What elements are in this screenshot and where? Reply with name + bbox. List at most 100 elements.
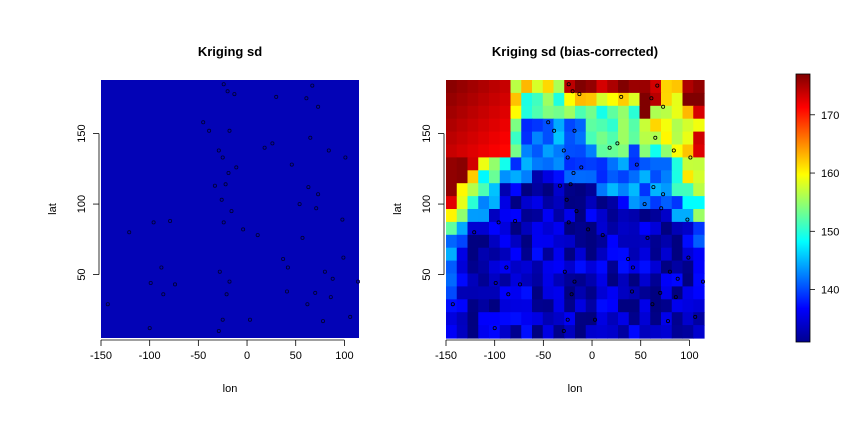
heatmap-cell (553, 312, 565, 326)
heatmap-cell (628, 209, 641, 223)
heatmap-cell (499, 273, 512, 287)
sample-point (304, 96, 309, 101)
sample-point (630, 289, 635, 294)
panel-right: Kriging sd (bias-corrected) -150 -100 -50 0… (392, 44, 706, 395)
sample-point (322, 269, 327, 274)
heatmap-cell (542, 131, 555, 146)
heatmap-cell (671, 312, 684, 326)
heatmap-cell (618, 118, 630, 133)
heatmap-cell (499, 221, 512, 236)
heatmap-cell (671, 209, 684, 223)
panel-right-title: Kriging sd (bias-corrected) (492, 44, 658, 59)
sample-point (297, 202, 302, 207)
heatmap-cell (553, 170, 565, 184)
sample-point (701, 279, 706, 284)
heatmap-cell (585, 299, 598, 313)
heatmap-cell (499, 234, 512, 249)
heatmap-cell (521, 157, 533, 171)
heatmap-cell (446, 92, 458, 107)
heatmap-cell (564, 286, 576, 300)
sample-point (552, 128, 557, 133)
heatmap-cell (596, 286, 608, 300)
heatmap-cell (478, 221, 490, 236)
heatmap-cell (489, 80, 501, 94)
heatmap-cell (575, 105, 587, 120)
heatmap-cell (499, 209, 512, 223)
heatmap-cell (553, 80, 565, 94)
heatmap-cell (553, 247, 565, 262)
sample-point (574, 209, 579, 214)
y-tick-label: 150 (421, 124, 433, 142)
heatmap-cell (510, 247, 522, 262)
heatmap-cell (693, 312, 705, 326)
heatmap-cell (542, 196, 555, 210)
heatmap-cell (693, 234, 705, 249)
heatmap-cell (639, 234, 651, 249)
heatmap-cell (639, 183, 651, 197)
heatmap-cell (585, 325, 598, 339)
heatmap-cell (532, 247, 544, 262)
heatmap-cell (650, 312, 662, 326)
heatmap-cell (585, 105, 598, 120)
heatmap-cell (618, 157, 630, 171)
heatmap-cell (618, 209, 630, 223)
x-tick-label: -50 (535, 350, 551, 362)
heatmap-cell (456, 286, 469, 300)
sample-point (306, 185, 311, 190)
heatmap-cell (596, 260, 608, 275)
heatmap-cell (542, 273, 555, 287)
sample-point (340, 217, 345, 222)
sample-point (201, 120, 206, 125)
heatmap-cell (564, 170, 576, 184)
sample-point (274, 94, 279, 99)
heatmap-cell (446, 170, 458, 184)
heatmap-cell (489, 105, 501, 120)
heatmap-cell (671, 170, 684, 184)
panel-left-y-axis: 50 100 150 (76, 124, 100, 281)
heatmap-cell (467, 157, 479, 171)
heatmap-cell (628, 183, 641, 197)
heatmap-cell (596, 144, 608, 158)
heatmap-cell (575, 118, 587, 133)
heatmap-cell (628, 157, 641, 171)
heatmap-cell (510, 157, 522, 171)
heatmap-cell (639, 105, 651, 120)
sample-point (650, 302, 655, 307)
heatmap-cell (693, 131, 705, 146)
heatmap-cell (489, 234, 501, 249)
heatmap-cell (467, 131, 479, 146)
sample-point (172, 282, 177, 287)
sample-point (577, 92, 582, 97)
sample-point (320, 319, 325, 324)
heatmap-cell (628, 80, 641, 94)
heatmap-cell (456, 312, 469, 326)
sample-point (262, 145, 267, 150)
sample-point (212, 183, 217, 188)
heatmap-cell (478, 80, 490, 94)
heatmap-cell (456, 131, 469, 146)
heatmap-cell (467, 105, 479, 120)
heatmap-cell (682, 273, 694, 287)
heatmap-cell (489, 131, 501, 146)
y-tick-label: 50 (76, 268, 88, 280)
heatmap-cell (467, 234, 479, 249)
sample-point (328, 295, 333, 300)
heatmap-cell (618, 183, 630, 197)
heatmap-cell (693, 183, 705, 197)
panel-left-heatmap-fill (101, 80, 359, 338)
sample-point (127, 230, 132, 235)
heatmap-cell (456, 118, 469, 133)
heatmap-cell (521, 170, 533, 184)
heatmap-cell (575, 170, 587, 184)
colorbar-tick-label: 160 (821, 168, 839, 180)
heatmap-cell (671, 221, 684, 236)
sample-point (661, 192, 666, 197)
heatmap-cell (639, 247, 651, 262)
panel-left-xlabel: lon (223, 383, 238, 395)
heatmap-cell (628, 105, 641, 120)
heatmap-cell (510, 221, 522, 236)
sample-point (546, 120, 551, 125)
heatmap-cell (553, 260, 565, 275)
heatmap-cell (575, 312, 587, 326)
heatmap-cell (532, 92, 544, 107)
